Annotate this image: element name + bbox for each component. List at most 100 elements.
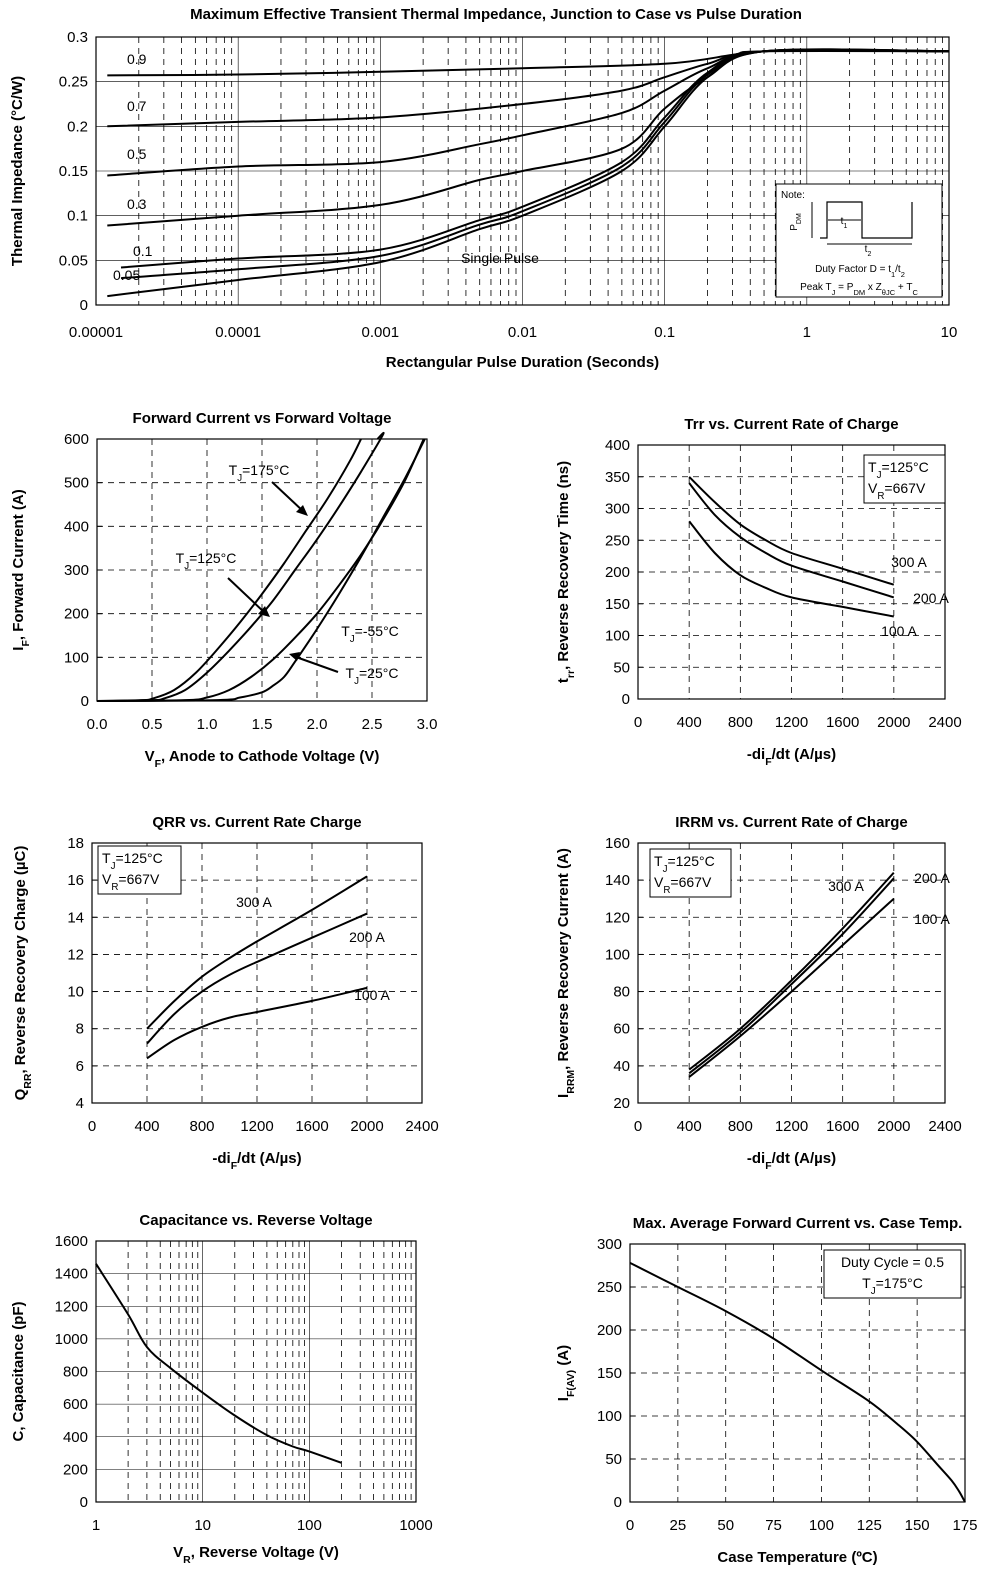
series-label: 100 A bbox=[354, 987, 390, 1003]
series-label: Single Pulse bbox=[461, 250, 539, 266]
y-tick-label: 250 bbox=[597, 1279, 622, 1296]
chart-title: Max. Average Forward Current vs. Case Te… bbox=[633, 1215, 963, 1232]
x-tick-label: 400 bbox=[677, 1118, 702, 1135]
y-tick-label: 350 bbox=[605, 469, 630, 486]
legend-frame bbox=[97, 845, 182, 895]
series-label: 300 A bbox=[236, 894, 272, 910]
legend-text: VR=667V bbox=[654, 874, 712, 896]
y-tick-label: 0 bbox=[81, 693, 89, 710]
y-tick-label: 40 bbox=[613, 1058, 630, 1075]
legend-text: TJ=175°C bbox=[862, 1275, 923, 1297]
y-tick-label: 50 bbox=[605, 1451, 622, 1468]
y-tick-label: 400 bbox=[63, 1429, 88, 1446]
legend-box: TJ=125°CVR=667V bbox=[863, 454, 946, 504]
x-axis-label: VF, Anode to Cathode Voltage (V) bbox=[145, 748, 380, 770]
series-label: 200 A bbox=[349, 929, 385, 945]
legend-box: Duty Cycle = 0.5 TJ=175°C bbox=[823, 1249, 962, 1299]
x-tick-label: 1200 bbox=[775, 714, 808, 731]
t1-label: t1 bbox=[841, 216, 848, 230]
x-tick-label: 3.0 bbox=[417, 716, 438, 733]
label-tj-25: TJ=25°C bbox=[346, 665, 399, 687]
label-tj-175: TJ=175°C bbox=[229, 462, 290, 484]
legend-text: VR=667V bbox=[868, 480, 926, 502]
plot-frame bbox=[95, 36, 950, 306]
y-tick-label: 200 bbox=[64, 606, 89, 623]
series-label: 0.05 bbox=[113, 267, 140, 283]
note-title: Note: bbox=[781, 190, 805, 201]
y-tick-label: 100 bbox=[605, 946, 630, 963]
series-label: 0.7 bbox=[127, 98, 147, 114]
series-label: 0.5 bbox=[127, 146, 147, 162]
chart-title: IRRM vs. Current Rate of Charge bbox=[675, 814, 908, 831]
arrowhead bbox=[296, 505, 308, 516]
y-axis-label: Thermal Impedance (°C/W) bbox=[9, 76, 26, 266]
legend-box: TJ=125°CVR=667V bbox=[97, 845, 182, 895]
x-tick-label: 1200 bbox=[240, 1118, 273, 1135]
series-line bbox=[107, 49, 950, 128]
label-tj-neg55: TJ=-55°C bbox=[341, 623, 399, 645]
arrow-tj-175 bbox=[271, 481, 305, 513]
y-tick-label: 0 bbox=[614, 1494, 622, 1511]
x-tick-label: 2000 bbox=[877, 1118, 910, 1135]
y-tick-label: 300 bbox=[597, 1236, 622, 1253]
y-tick-label: 400 bbox=[64, 518, 89, 535]
y-axis-label: C, Capacitance (pF) bbox=[10, 1301, 27, 1441]
y-tick-label: 200 bbox=[597, 1322, 622, 1339]
y-axis-label: QRR, Reverse Recovery Charge (µC) bbox=[12, 846, 34, 1101]
legend-frame bbox=[823, 1249, 962, 1299]
x-axis-label: VR, Reverse Voltage (V) bbox=[173, 1544, 339, 1566]
series-line bbox=[688, 897, 895, 1078]
x-tick-label: 100 bbox=[297, 1517, 322, 1534]
x-tick-label: 800 bbox=[728, 714, 753, 731]
y-tick-label: 100 bbox=[597, 1408, 622, 1425]
legend-text: Duty Cycle = 0.5 bbox=[841, 1254, 944, 1270]
arrow-tj-125 bbox=[227, 577, 266, 614]
pdm-label: PDM bbox=[789, 213, 803, 231]
pulse-waveform bbox=[820, 201, 913, 239]
x-tick-label: 0 bbox=[626, 1517, 634, 1534]
series-line bbox=[107, 50, 950, 77]
y-tick-label: 600 bbox=[63, 1396, 88, 1413]
y-tick-label: 1000 bbox=[55, 1331, 88, 1348]
series-line bbox=[629, 1262, 966, 1503]
series-line bbox=[146, 986, 368, 1060]
series-line bbox=[688, 476, 895, 586]
y-tick-label: 1200 bbox=[55, 1298, 88, 1315]
vf-chart: Forward Current vs Forward Voltage 0.0 0.5… bbox=[10, 410, 437, 770]
y-tick-label: 6 bbox=[76, 1058, 84, 1075]
x-tick-label: 75 bbox=[765, 1517, 782, 1534]
x-tick-label: 1.5 bbox=[252, 716, 273, 733]
peak-tj-text: Peak TJ = PDM x ZθJC + TC bbox=[800, 282, 918, 297]
y-tick-label: 200 bbox=[605, 564, 630, 581]
y-tick-label: 0 bbox=[80, 297, 88, 314]
zth-chart: Maximum Effective Transient Thermal Impe… bbox=[9, 6, 957, 371]
plot-frame bbox=[629, 1243, 966, 1503]
x-tick-label: 1600 bbox=[826, 1118, 859, 1135]
series-label: 0.9 bbox=[127, 51, 147, 67]
x-axis-label: -diF/dt (A/µs) bbox=[747, 1150, 836, 1172]
series-line bbox=[96, 438, 362, 702]
y-tick-label: 16 bbox=[67, 872, 84, 889]
arrowhead bbox=[258, 606, 270, 617]
legend-box: TJ=125°CVR=667V bbox=[649, 848, 732, 898]
t2-label: t2 bbox=[865, 244, 872, 258]
chart-title: Maximum Effective Transient Thermal Impe… bbox=[190, 6, 802, 23]
y-tick-label: 100 bbox=[64, 649, 89, 666]
plot-frame bbox=[637, 842, 946, 1104]
x-tick-label: 0 bbox=[634, 1118, 642, 1135]
legend-frame bbox=[863, 454, 946, 504]
series-line bbox=[688, 872, 895, 1071]
irrm-chart: IRRM vs. Current Rate of Charge 0 400 800 12… bbox=[555, 814, 962, 1172]
y-tick-label: 250 bbox=[605, 532, 630, 549]
y-tick-label: 120 bbox=[605, 909, 630, 926]
y-axis-label: IRRM, Reverse Recovery Current (A) bbox=[555, 848, 577, 1098]
x-tick-label: 800 bbox=[728, 1118, 753, 1135]
x-tick-label: 125 bbox=[857, 1517, 882, 1534]
y-tick-label: 0.15 bbox=[59, 163, 88, 180]
ifav-chart: Max. Average Forward Current vs. Case Te… bbox=[555, 1215, 978, 1566]
x-tick-label: 0 bbox=[634, 714, 642, 731]
series-label: 0.1 bbox=[133, 243, 153, 259]
x-tick-label: 100 bbox=[809, 1517, 834, 1534]
x-tick-label: 0.0001 bbox=[215, 324, 261, 341]
